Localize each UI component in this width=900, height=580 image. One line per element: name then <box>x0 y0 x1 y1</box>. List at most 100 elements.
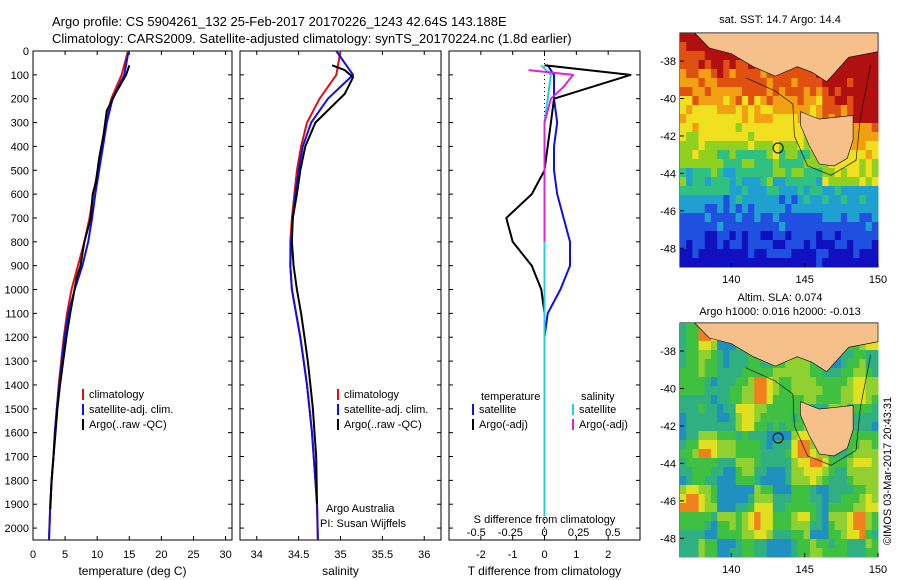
map-y-tick-label: -48 <box>660 243 676 255</box>
map-cell <box>754 249 761 259</box>
map-cell <box>828 458 836 468</box>
legend-header: salinity <box>581 391 615 403</box>
map-cell <box>803 494 811 504</box>
map-cell <box>797 105 805 115</box>
map-cell <box>692 222 700 232</box>
map-cell <box>853 377 860 387</box>
map-cell <box>710 386 718 396</box>
y-tick-label: 900 <box>11 261 29 273</box>
map-cell <box>871 60 879 70</box>
map-cell <box>803 539 811 549</box>
map-cell <box>822 512 829 522</box>
map-cell <box>847 168 854 178</box>
map-cell <box>766 105 774 115</box>
map-cell <box>828 87 836 97</box>
map-cell <box>729 341 737 351</box>
map-cell <box>834 87 842 97</box>
map-cell <box>772 231 780 241</box>
map-cell <box>822 377 829 387</box>
map-cell <box>741 485 749 495</box>
map-cell <box>853 78 860 88</box>
map-cell <box>828 249 836 259</box>
map-cell <box>834 240 842 250</box>
map-cell <box>828 494 836 504</box>
map-cell <box>797 186 805 196</box>
map-cell <box>735 521 743 531</box>
map-cell <box>723 249 730 259</box>
map-cell <box>686 186 693 196</box>
map-cell <box>717 449 724 459</box>
map-cell <box>766 168 774 178</box>
map-cell <box>840 159 848 169</box>
chart-subtitle: Climatology: CARS2009. Satellite-adjuste… <box>52 31 572 46</box>
map-cell <box>735 395 743 405</box>
s-tick-label: -0.25 <box>498 527 523 539</box>
map-cell <box>834 258 842 268</box>
map-cell <box>692 60 700 70</box>
map-cell <box>816 249 823 259</box>
map-cell <box>704 150 712 160</box>
map-cell <box>772 96 780 106</box>
map-cell <box>692 213 700 223</box>
map-cell <box>785 512 792 522</box>
map-cell <box>772 159 780 169</box>
map-cell <box>692 521 700 531</box>
map-cell <box>847 249 854 259</box>
map-cell <box>816 530 823 540</box>
map-cell <box>698 132 706 142</box>
map-cell <box>791 404 799 414</box>
map-cell <box>698 159 706 169</box>
y-tick-label: 0 <box>23 46 29 58</box>
map-cell <box>704 458 712 468</box>
map-cell <box>816 186 823 196</box>
map-cell <box>859 132 867 142</box>
map-cell <box>717 240 724 250</box>
map-cell <box>735 195 743 205</box>
map-cell <box>840 539 848 549</box>
map-cell <box>748 458 755 468</box>
map-cell <box>741 168 749 178</box>
map-cell <box>698 350 706 360</box>
map-cell <box>828 539 836 549</box>
map-cell <box>834 186 842 196</box>
map-cell <box>871 204 879 214</box>
map-cell <box>847 258 854 268</box>
map-cell <box>840 359 848 369</box>
map-cell <box>760 204 768 214</box>
map-cell <box>717 51 724 61</box>
map-cell <box>859 485 867 495</box>
map-cell <box>760 395 768 405</box>
map-cell <box>723 395 730 405</box>
map-cell <box>698 503 706 513</box>
map-cell <box>853 368 860 378</box>
map-cell <box>710 132 718 142</box>
map-cell <box>741 422 749 432</box>
map-cell <box>797 440 805 450</box>
map-cell <box>847 213 854 223</box>
map-cell <box>785 449 792 459</box>
map-cell <box>865 422 873 432</box>
map-cell <box>754 105 761 115</box>
map-cell <box>760 521 768 531</box>
map-cell <box>847 476 854 486</box>
map-cell <box>822 249 829 259</box>
map-cell <box>822 177 829 187</box>
map-cell <box>809 159 817 169</box>
map-cell <box>686 240 693 250</box>
map-cell <box>803 521 811 531</box>
map-cell <box>704 177 712 187</box>
map-cell <box>859 78 867 88</box>
map-cell <box>816 105 823 115</box>
map-cell <box>717 494 724 504</box>
x-tick-label: 35.5 <box>372 549 393 561</box>
map-cell <box>686 350 693 360</box>
map-cell <box>710 404 718 414</box>
map-cell <box>686 512 693 522</box>
map-cell <box>785 123 792 133</box>
map-cell <box>871 186 879 196</box>
s-tick-label: 0 <box>541 527 547 539</box>
map-cell <box>772 368 780 378</box>
map-cell <box>698 204 706 214</box>
map-cell <box>717 132 724 142</box>
legend-header: temperature <box>481 391 540 403</box>
